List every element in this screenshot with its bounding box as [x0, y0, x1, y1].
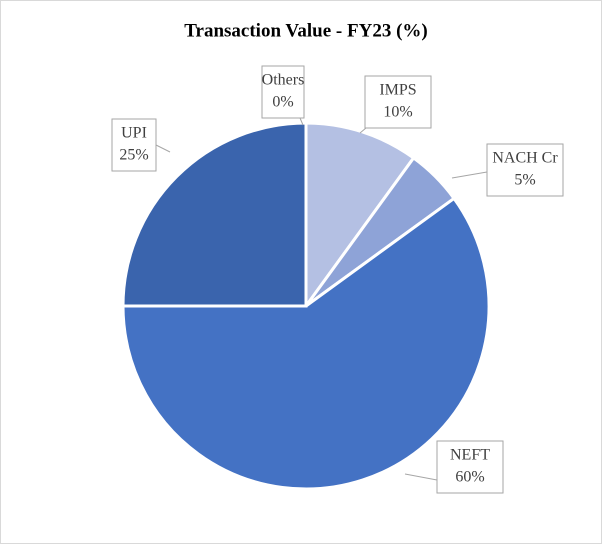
data-label-value: 5% — [514, 172, 535, 189]
data-label-name: IMPS — [379, 82, 416, 99]
pie-slice — [121, 196, 491, 491]
data-label-box — [486, 143, 564, 197]
data-label-name: Others — [262, 72, 305, 89]
data-label-name: NACH Cr — [492, 150, 558, 167]
data-label-box — [364, 75, 432, 129]
data-label-box — [261, 65, 305, 119]
leader-line — [359, 127, 367, 134]
pie-slice — [121, 121, 308, 308]
data-label-name: UPI — [121, 125, 147, 142]
data-label-value: 0% — [272, 94, 293, 111]
data-label-value: 25% — [119, 147, 148, 164]
leader-line — [299, 117, 304, 126]
data-label-value: 60% — [455, 469, 484, 486]
data-label-box — [436, 440, 504, 494]
data-label-box — [111, 118, 157, 172]
data-label-value: 10% — [383, 104, 412, 121]
pie-slice — [304, 121, 416, 311]
data-label-name: NEFT — [450, 447, 490, 464]
chart-title: Transaction Value - FY23 (%) — [184, 20, 427, 41]
leader-line — [404, 473, 438, 481]
leader-line — [155, 144, 171, 153]
leader-line — [451, 171, 488, 179]
